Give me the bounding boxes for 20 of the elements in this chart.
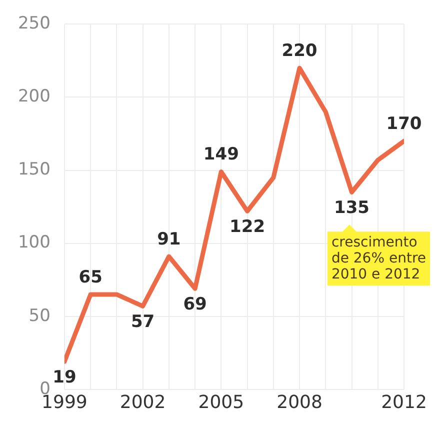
data-label: 69 xyxy=(183,294,207,315)
x-tick-label: 2008 xyxy=(276,392,322,413)
annotation: crescimento de 26% entre 2010 e 2012 xyxy=(331,234,426,282)
y-tick-label: 250 xyxy=(18,14,50,34)
data-label: 149 xyxy=(203,144,239,165)
data-label: 65 xyxy=(78,267,102,288)
x-tick-label: 2005 xyxy=(198,392,244,413)
data-label: 220 xyxy=(282,40,318,61)
y-tick-label: 100 xyxy=(18,232,50,253)
data-label: 135 xyxy=(334,198,370,218)
y-tick-label: 50 xyxy=(28,306,50,326)
data-label: 57 xyxy=(130,312,155,332)
data-label: 91 xyxy=(157,229,181,250)
y-tick-label: 150 xyxy=(18,160,50,180)
x-tick-label: 2012 xyxy=(381,392,427,413)
y-tick-label: 200 xyxy=(18,86,50,107)
data-label: 122 xyxy=(230,217,266,238)
data-label: 170 xyxy=(386,114,422,134)
x-tick-label: 2002 xyxy=(120,392,166,413)
data-label: 19 xyxy=(52,368,76,388)
